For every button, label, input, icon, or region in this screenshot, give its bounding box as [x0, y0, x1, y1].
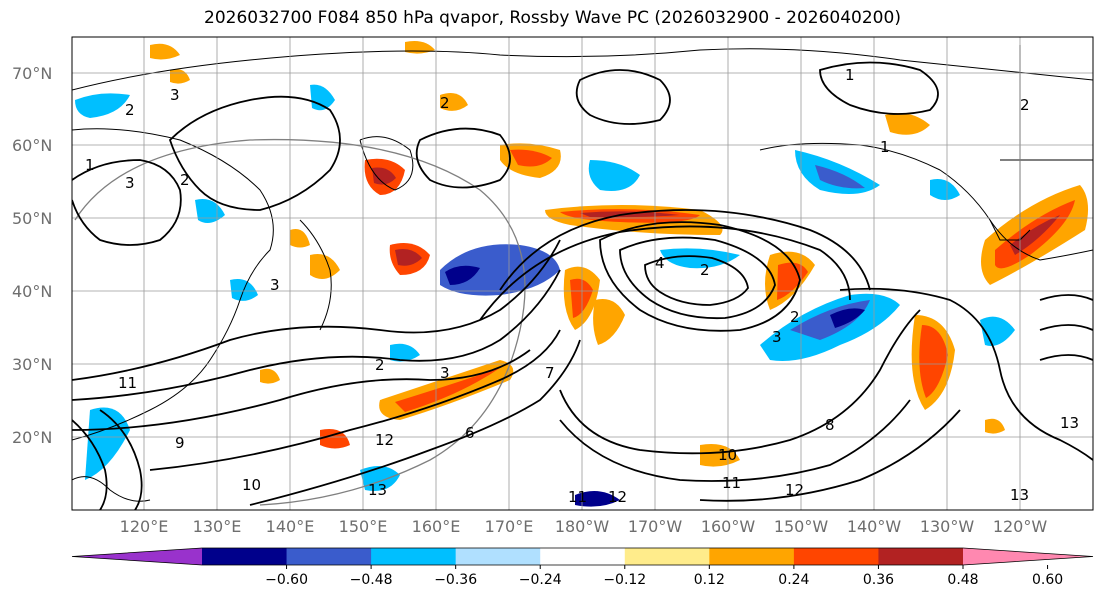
contour-label: 2 [125, 101, 135, 119]
contour-label: 1 [85, 156, 95, 174]
colorbar-tick-label: −0.48 [350, 572, 393, 588]
colorbar-tick-label: −0.24 [519, 572, 562, 588]
colorbar-tick-label: 0.36 [863, 572, 894, 588]
map-title: 2026032700 F084 850 hPa qvapor, Rossby W… [204, 8, 901, 28]
contour-label: 3 [170, 86, 180, 104]
contour-label: 2 [375, 356, 385, 374]
contour-label: 1 [880, 138, 890, 156]
contour-label: 2 [440, 94, 450, 112]
longitude-labels: 120°E 130°E 140°E 150°E 160°E 170°E 180°… [120, 517, 1048, 536]
contour-label: 12 [375, 431, 394, 449]
graticule [72, 37, 1093, 510]
lat-label: 60°N [12, 136, 52, 155]
contour-label: 3 [125, 174, 135, 192]
colorbar-segment [709, 548, 795, 565]
contour-label: 11 [568, 488, 587, 506]
colorbar-tick-label: −0.12 [603, 572, 646, 588]
contour-label: 9 [175, 434, 185, 452]
lon-label: 150°E [339, 517, 388, 536]
contour-label: 3 [772, 328, 782, 346]
colorbar-tick-label: −0.60 [265, 572, 308, 588]
contour-label: 2 [700, 261, 710, 279]
contour-label: 8 [825, 416, 835, 434]
lon-label: 180°W [555, 517, 610, 536]
lon-label: 160°E [412, 517, 461, 536]
lat-label: 20°N [12, 428, 52, 447]
contour-label: 3 [270, 276, 280, 294]
colorbar-segment [202, 548, 288, 565]
colorbar-segment [540, 548, 626, 565]
contour-label: 11 [722, 474, 741, 492]
colorbar-tick-label: 0.48 [947, 572, 978, 588]
colorbar-segment [793, 548, 879, 565]
contour-label: 6 [465, 424, 475, 442]
colorbar-tick-label: −0.36 [434, 572, 477, 588]
lon-label: 120°W [993, 517, 1048, 536]
lon-label: 130°W [920, 517, 975, 536]
contour-label: 13 [368, 481, 387, 499]
latitude-labels: 70°N 60°N 50°N 40°N 30°N 20°N [12, 64, 52, 447]
lat-label: 50°N [12, 209, 52, 228]
lon-label: 160°W [701, 517, 756, 536]
contour-label: 2 [1020, 96, 1030, 114]
grey-ring [74, 138, 526, 506]
contour-label: 2 [180, 171, 190, 189]
colorbar-segment [878, 548, 964, 565]
lon-label: 140°E [266, 517, 315, 536]
contour-label: 4 [655, 254, 665, 272]
lon-label: 170°W [628, 517, 683, 536]
contour-label: 3 [440, 364, 450, 382]
colorbar-segment [455, 548, 541, 565]
contour-label: 7 [545, 364, 555, 382]
contour-label: 13 [1060, 414, 1079, 432]
contour-label: 12 [785, 481, 804, 499]
lon-label: 150°W [774, 517, 829, 536]
lat-label: 30°N [12, 355, 52, 374]
lon-label: 130°E [193, 517, 242, 536]
colorbar-ticks: −0.60 −0.48 −0.36 −0.24 −0.12 0.12 0.24 0.36 0.4… [265, 565, 1063, 588]
colorbar-tick-label: 0.60 [1032, 572, 1063, 588]
colorbar-segment [371, 548, 457, 565]
colorbar-segment [963, 548, 1093, 565]
colorbar-segment [72, 548, 202, 565]
colorbar-segments [71, 547, 1094, 566]
contour-label: 12 [608, 488, 627, 506]
contour-labels: 3 2 1 3 2 3 2 4 2 2 3 2 1 1 2 3 11 12 13… [85, 66, 1079, 506]
contour-label: 10 [718, 446, 737, 464]
lon-label: 140°W [847, 517, 902, 536]
contours [72, 61, 1093, 510]
contour-label: 2 [790, 308, 800, 326]
anomaly-shading [75, 41, 1089, 507]
colorbar-segment [624, 548, 710, 565]
lat-label: 70°N [12, 64, 52, 83]
colorbar-tick-label: 0.12 [694, 572, 725, 588]
lon-label: 120°E [120, 517, 169, 536]
colorbar-tick-label: 0.24 [778, 572, 809, 588]
contour-label: 1 [845, 66, 855, 84]
contour-label: 11 [118, 374, 137, 392]
colorbar: −0.60 −0.48 −0.36 −0.24 −0.12 0.12 0.24 0.36 0.4… [71, 547, 1094, 588]
contour-label: 13 [1010, 486, 1029, 504]
colorbar-outline [71, 547, 1094, 566]
contour-label: 10 [242, 476, 261, 494]
lon-label: 170°E [485, 517, 534, 536]
lat-label: 40°N [12, 282, 52, 301]
plot-border [71, 36, 1094, 511]
colorbar-segment [286, 548, 372, 565]
